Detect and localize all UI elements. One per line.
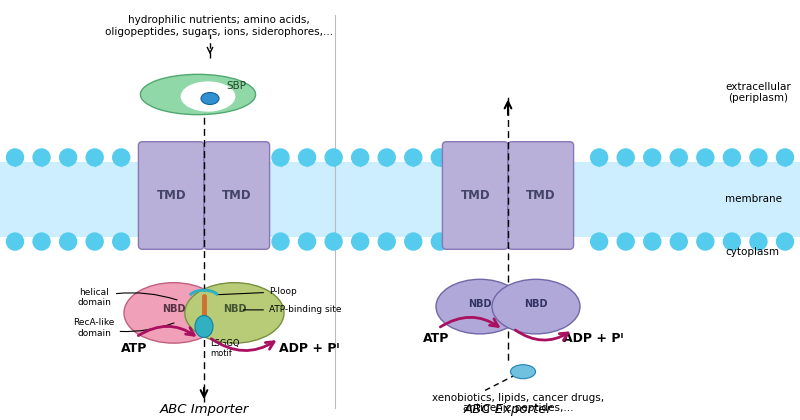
Text: ABC Importer: ABC Importer: [159, 404, 249, 417]
Ellipse shape: [181, 81, 235, 112]
Ellipse shape: [510, 365, 535, 379]
Circle shape: [723, 233, 740, 250]
Circle shape: [670, 233, 687, 250]
Text: ADP + Pᴵ: ADP + Pᴵ: [563, 332, 623, 345]
Ellipse shape: [124, 283, 223, 343]
Text: NBD: NBD: [222, 304, 246, 314]
Circle shape: [113, 149, 130, 166]
Circle shape: [60, 233, 77, 250]
Text: TMD: TMD: [222, 189, 252, 202]
Circle shape: [750, 233, 767, 250]
Ellipse shape: [195, 315, 213, 338]
Circle shape: [86, 149, 103, 166]
Circle shape: [6, 149, 23, 166]
Circle shape: [272, 233, 289, 250]
Text: RecA-like
domain: RecA-like domain: [74, 318, 174, 338]
Text: ATP: ATP: [423, 332, 449, 345]
Text: NBD: NBD: [524, 299, 548, 309]
Circle shape: [352, 233, 369, 250]
Circle shape: [405, 233, 422, 250]
Text: cytoplasm: cytoplasm: [725, 247, 779, 257]
Circle shape: [697, 149, 714, 166]
Circle shape: [272, 149, 289, 166]
Text: ADP + Pᴵ: ADP + Pᴵ: [279, 341, 339, 354]
Circle shape: [298, 233, 315, 250]
Text: helical
domain: helical domain: [77, 288, 177, 307]
Ellipse shape: [185, 283, 284, 343]
Text: P-loop: P-loop: [218, 287, 297, 296]
Circle shape: [378, 149, 395, 166]
Text: antigenic peptides,...: antigenic peptides,...: [462, 403, 574, 413]
Circle shape: [590, 233, 608, 250]
Circle shape: [670, 149, 687, 166]
Circle shape: [378, 233, 395, 250]
Circle shape: [431, 149, 448, 166]
Circle shape: [33, 149, 50, 166]
FancyBboxPatch shape: [204, 142, 270, 249]
Circle shape: [33, 233, 50, 250]
FancyBboxPatch shape: [508, 142, 574, 249]
Circle shape: [617, 233, 634, 250]
Text: TMD: TMD: [526, 189, 556, 202]
Circle shape: [750, 149, 767, 166]
Circle shape: [617, 149, 634, 166]
Circle shape: [723, 149, 740, 166]
Text: ABC Exporter: ABC Exporter: [463, 404, 553, 417]
Text: NBD: NBD: [468, 299, 492, 309]
Circle shape: [60, 149, 77, 166]
FancyBboxPatch shape: [442, 142, 508, 249]
Text: ATP: ATP: [121, 341, 147, 354]
Ellipse shape: [201, 92, 219, 105]
Circle shape: [777, 233, 794, 250]
Circle shape: [644, 149, 661, 166]
Bar: [0, 162, 800, 237]
Text: ATP-binding site: ATP-binding site: [243, 305, 342, 315]
Circle shape: [431, 233, 448, 250]
Text: LSGGQ
motif: LSGGQ motif: [210, 339, 239, 358]
Circle shape: [644, 233, 661, 250]
Text: TMD: TMD: [460, 189, 490, 202]
Circle shape: [352, 149, 369, 166]
Text: TMD: TMD: [156, 189, 186, 202]
Circle shape: [86, 233, 103, 250]
FancyBboxPatch shape: [138, 142, 204, 249]
Circle shape: [113, 233, 130, 250]
Circle shape: [697, 233, 714, 250]
Text: SBP: SBP: [226, 81, 246, 92]
Circle shape: [405, 149, 422, 166]
Circle shape: [325, 149, 342, 166]
Ellipse shape: [141, 74, 256, 115]
Ellipse shape: [492, 279, 580, 334]
Circle shape: [325, 233, 342, 250]
Text: NBD: NBD: [162, 304, 186, 314]
Circle shape: [298, 149, 315, 166]
Text: oligopeptides, sugars, ions, siderophores,...: oligopeptides, sugars, ions, siderophore…: [105, 27, 333, 37]
Text: xenobiotics, lipids, cancer drugs,: xenobiotics, lipids, cancer drugs,: [432, 393, 604, 403]
Circle shape: [777, 149, 794, 166]
Text: hydrophilic nutrients; amino acids,: hydrophilic nutrients; amino acids,: [128, 15, 310, 25]
Circle shape: [6, 233, 23, 250]
Text: membrane: membrane: [725, 194, 782, 205]
Text: extracellular
(periplasm): extracellular (periplasm): [725, 81, 790, 103]
Ellipse shape: [436, 279, 524, 334]
Circle shape: [590, 149, 608, 166]
